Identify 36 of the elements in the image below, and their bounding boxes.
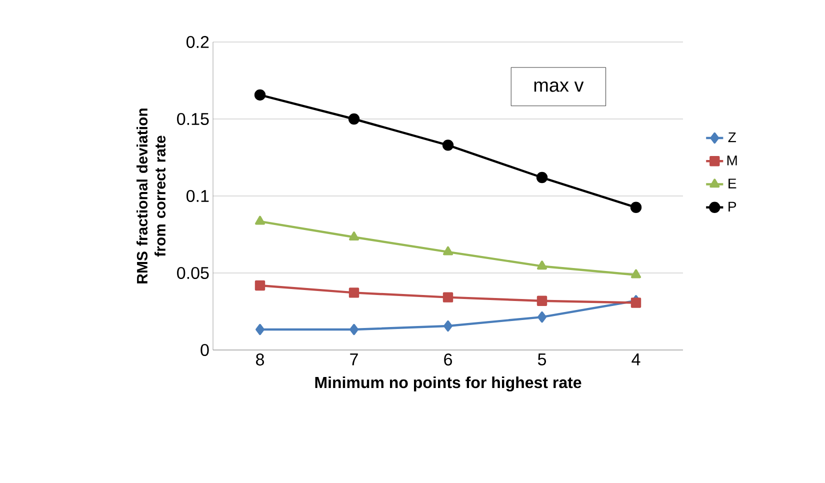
point	[444, 320, 452, 332]
legend-label: Z	[728, 132, 736, 142]
point	[443, 246, 453, 256]
point	[630, 298, 642, 308]
x-tick-label: 7	[350, 354, 358, 366]
legend-label: P	[728, 202, 736, 212]
x-tick-label: 6	[444, 354, 452, 366]
x-tick-label: 4	[632, 354, 640, 366]
point	[442, 292, 454, 302]
point	[348, 113, 360, 125]
annotation: max v	[534, 81, 584, 92]
x-tick-label: 5	[538, 354, 546, 366]
y-tick-label: 0.15	[177, 112, 209, 126]
y-axis-title: RMS fractional deviation from correct rate	[136, 108, 166, 284]
x-axis-title: Minimum no points for highest rate	[315, 376, 582, 392]
point	[536, 296, 548, 306]
point	[537, 260, 547, 270]
point	[536, 172, 548, 184]
point	[255, 216, 265, 225]
point	[538, 311, 546, 323]
point	[254, 280, 266, 291]
y-tick-label: 0.1	[186, 190, 209, 202]
point	[254, 89, 266, 101]
y-tick-label: 0.2	[186, 36, 209, 48]
point	[256, 324, 264, 336]
legend-label: M	[727, 156, 737, 166]
point	[630, 202, 642, 213]
point	[348, 288, 360, 298]
x-tick-label: 8	[256, 354, 264, 366]
point	[350, 324, 358, 336]
y-tick-label: 0.05	[177, 266, 209, 280]
point	[631, 269, 641, 278]
y-tick-label: 0	[200, 344, 209, 356]
point	[442, 140, 454, 151]
legend-label: E	[728, 178, 736, 188]
point	[349, 232, 359, 240]
